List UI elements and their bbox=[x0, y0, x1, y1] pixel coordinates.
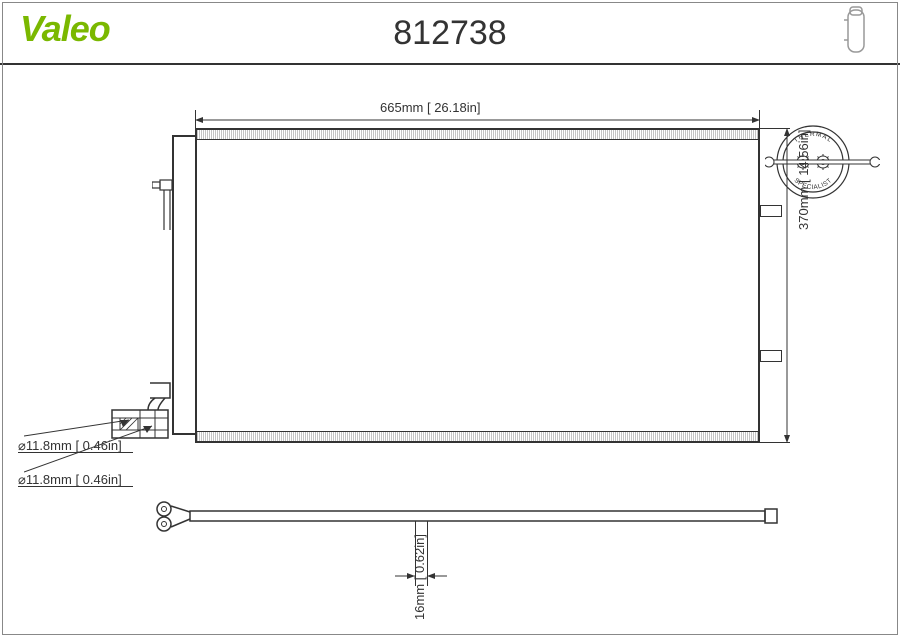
right-port-upper bbox=[760, 205, 782, 217]
part-number-title: 812738 bbox=[393, 14, 506, 53]
right-port-lower bbox=[760, 350, 782, 362]
component-type-icon bbox=[830, 5, 880, 65]
brand-logo: Valeo bbox=[20, 8, 110, 50]
height-label: 370mm [ 14.56in] bbox=[796, 130, 811, 230]
core-bottom-edge bbox=[197, 431, 758, 441]
core-top-edge bbox=[197, 130, 758, 140]
left-upper-fitting bbox=[152, 175, 177, 245]
condenser-core bbox=[195, 128, 760, 443]
header-bar: Valeo 812738 bbox=[0, 0, 900, 65]
width-label: 665mm [ 26.18in] bbox=[380, 100, 480, 115]
thickness-label: 16mm [ 0.62in] bbox=[412, 534, 427, 620]
